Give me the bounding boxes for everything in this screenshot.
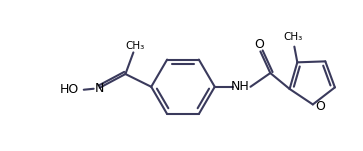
Text: CH₃: CH₃ — [126, 41, 145, 51]
Text: O: O — [315, 100, 325, 113]
Text: NH: NH — [231, 80, 250, 93]
Text: CH₃: CH₃ — [284, 32, 303, 42]
Text: O: O — [254, 38, 264, 51]
Text: N: N — [95, 82, 104, 95]
Text: HO: HO — [60, 83, 79, 96]
